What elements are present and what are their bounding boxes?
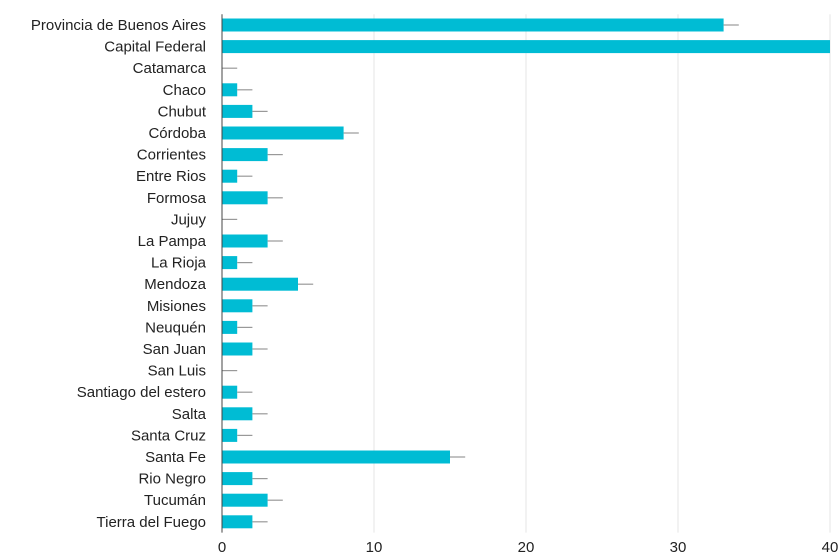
category-label: San Juan [143, 341, 206, 358]
bar [222, 104, 253, 118]
category-label: Jujuy [171, 211, 207, 228]
category-label: Santa Fe [145, 449, 206, 466]
category-label: Chubut [158, 103, 207, 120]
bar [222, 18, 724, 32]
category-label: Tierra del Fuego [97, 514, 207, 531]
category-label: Salta [172, 406, 207, 423]
category-label: Santiago del estero [77, 384, 206, 401]
category-label: Neuquén [145, 319, 206, 336]
category-label: Mendoza [144, 276, 206, 293]
category-label: Rio Negro [138, 471, 206, 488]
category-label: San Luis [148, 363, 206, 380]
bar [222, 493, 268, 507]
bar [222, 450, 450, 464]
x-tick-label: 10 [366, 539, 383, 555]
category-label: Chaco [163, 82, 206, 99]
category-label: Formosa [147, 190, 207, 207]
category-label: Catamarca [133, 60, 207, 77]
bar [222, 299, 253, 313]
category-label: Misiones [147, 298, 206, 315]
category-label: Santa Cruz [131, 427, 206, 444]
category-label: Entre Rios [136, 168, 206, 185]
bar [222, 342, 253, 356]
category-label: Capital Federal [104, 39, 206, 56]
x-tick-label: 0 [218, 539, 226, 555]
bar [222, 148, 268, 162]
category-label: La Pampa [138, 233, 207, 250]
bar [222, 191, 268, 205]
bar [222, 515, 253, 529]
bar [222, 126, 344, 140]
bar [222, 407, 253, 421]
category-label: Corrientes [137, 147, 206, 164]
category-label: Provincia de Buenos Aires [31, 17, 206, 34]
bar [222, 472, 253, 486]
x-tick-label: 40 [822, 539, 838, 555]
bar [222, 256, 238, 270]
category-label: Córdoba [148, 125, 206, 142]
category-label: La Rioja [151, 255, 207, 272]
bar [222, 385, 238, 399]
bar [222, 277, 298, 291]
x-tick-label: 30 [670, 539, 687, 555]
bar [222, 234, 268, 248]
bar [222, 169, 238, 183]
bar [222, 40, 830, 54]
x-tick-label: 20 [518, 539, 535, 555]
bar [222, 320, 238, 334]
bar [222, 83, 238, 97]
bar [222, 428, 238, 442]
category-label: Tucumán [144, 492, 206, 509]
